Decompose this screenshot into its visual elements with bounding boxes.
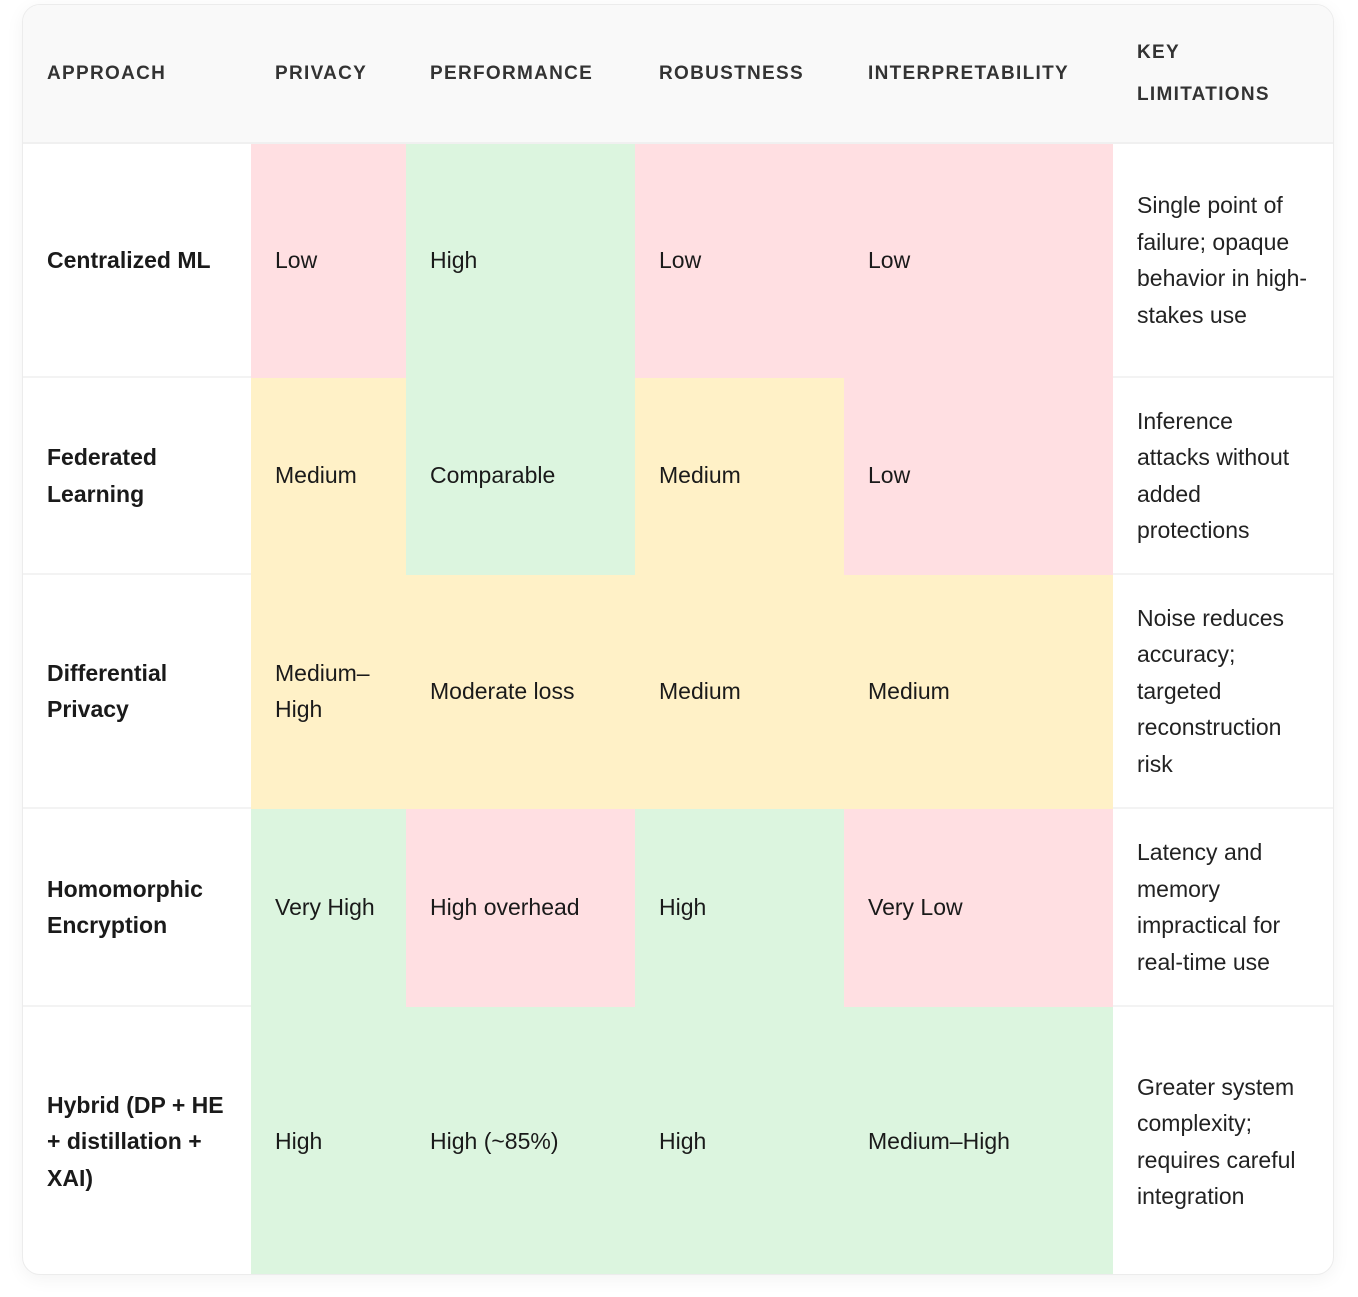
cell-key-limitations: Noise reduces accuracy; targeted reconst… [1113,574,1333,809]
cell-interpretability: Medium [844,574,1113,809]
header-interpretability: INTERPRETABILITY [844,5,1113,144]
cell-robustness: Medium [635,377,844,575]
table-row: Homomorphic Encryption Very High High ov… [23,808,1333,1007]
cell-interpretability: Low [844,143,1113,378]
cell-privacy: Very High [251,808,406,1007]
header-approach: APPROACH [23,5,251,144]
cell-robustness: High [635,808,844,1007]
cell-approach: Differential Privacy [23,574,251,809]
cell-interpretability: Low [844,377,1113,575]
cell-performance: Moderate loss [406,574,635,809]
cell-interpretability: Medium–High [844,1006,1113,1274]
cell-privacy: Medium–High [251,574,406,809]
table-body: Centralized ML Low High Low Low Single p… [23,143,1333,1274]
table-row: Federated Learning Medium Comparable Med… [23,377,1333,575]
cell-key-limitations: Inference attacks without added protecti… [1113,377,1333,575]
cell-performance: High (~85%) [406,1006,635,1274]
cell-approach: Homomorphic Encryption [23,808,251,1007]
cell-performance: High [406,143,635,378]
cell-privacy: Medium [251,377,406,575]
cell-privacy: High [251,1006,406,1274]
cell-performance: High overhead [406,808,635,1007]
cell-interpretability: Very Low [844,808,1113,1007]
cell-robustness: High [635,1006,844,1274]
cell-performance: Comparable [406,377,635,575]
cell-approach: Hybrid (DP + HE + distillation + XAI) [47,1091,224,1191]
cell-robustness: Low [635,143,844,378]
cell-key-limitations: Greater system complexity; requires care… [1137,1073,1296,1210]
cell-key-limitations: Latency and memory impractical for real-… [1113,808,1333,1007]
header-privacy: PRIVACY [251,5,406,144]
cell-approach: Federated Learning [23,377,251,575]
header-key-limitations-label: KEY LIMITATIONS [1137,41,1270,105]
cell-robustness: Medium [635,574,844,809]
table-row: Hybrid (DP + HE + distillation + XAI) Hi… [23,1006,1333,1274]
header-row: APPROACH PRIVACY PERFORMANCE ROBUSTNESS … [23,5,1333,144]
table-row: Centralized ML Low High Low Low Single p… [23,143,1333,378]
comparison-table: APPROACH PRIVACY PERFORMANCE ROBUSTNESS … [23,5,1333,1274]
comparison-table-card: APPROACH PRIVACY PERFORMANCE ROBUSTNESS … [22,4,1334,1275]
header-performance: PERFORMANCE [406,5,635,144]
table-row: Differential Privacy Medium–High Moderat… [23,574,1333,809]
cell-approach: Centralized ML [23,143,251,378]
table-header: APPROACH PRIVACY PERFORMANCE ROBUSTNESS … [23,5,1333,144]
header-key-limitations: KEY LIMITATIONS [1113,5,1333,144]
cell-key-limitations: Single point of failure; opaque behavior… [1113,143,1333,378]
header-robustness: ROBUSTNESS [635,5,844,144]
cell-privacy: Low [251,143,406,378]
